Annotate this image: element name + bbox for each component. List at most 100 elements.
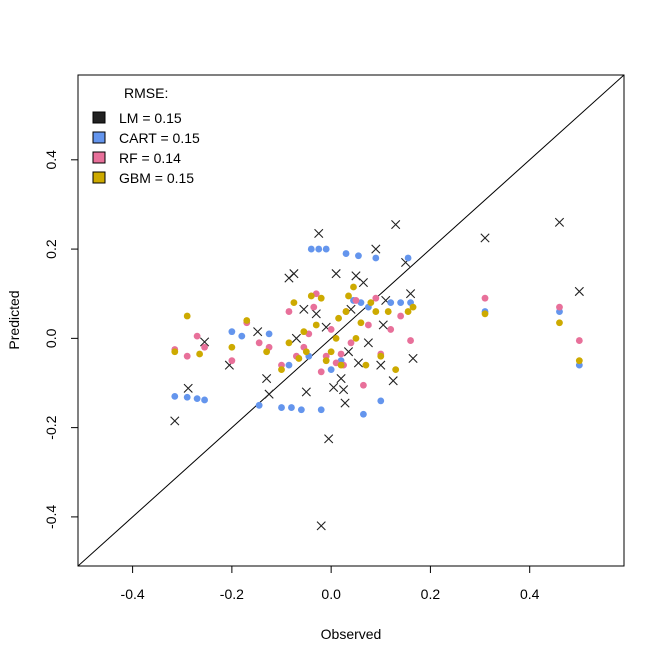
y-tick-label: -0.2 bbox=[43, 415, 59, 439]
point-gbm bbox=[345, 292, 352, 300]
point-lm bbox=[264, 389, 274, 399]
point-gbm bbox=[307, 292, 315, 300]
point-gbm bbox=[481, 310, 489, 318]
point-lm bbox=[262, 373, 272, 384]
point-gbm bbox=[332, 334, 340, 342]
point-cart bbox=[193, 395, 201, 403]
point-lm bbox=[353, 358, 364, 368]
y-axis-label: Predicted bbox=[6, 290, 22, 349]
legend-label: RF = 0.14 bbox=[119, 150, 181, 166]
point-cart bbox=[387, 299, 395, 307]
point-rf bbox=[407, 337, 414, 344]
legend-label: CART = 0.15 bbox=[119, 130, 200, 146]
point-rf bbox=[556, 303, 563, 311]
point-gbm bbox=[278, 366, 285, 373]
legend-label: LM = 0.15 bbox=[119, 110, 182, 126]
legend-entry: GBM = 0.15 bbox=[92, 170, 194, 186]
point-lm bbox=[405, 289, 416, 299]
legend-title: RMSE: bbox=[124, 85, 168, 101]
point-lm bbox=[336, 373, 346, 384]
point-gbm bbox=[322, 357, 330, 365]
point-gbm bbox=[362, 361, 370, 369]
point-rf bbox=[201, 343, 208, 351]
point-rf bbox=[317, 368, 325, 376]
point-lm bbox=[378, 320, 388, 330]
point-cart bbox=[183, 393, 191, 401]
point-gbm bbox=[392, 366, 400, 373]
legend-swatch bbox=[92, 131, 106, 144]
x-axis-label: Observed bbox=[321, 626, 382, 642]
point-lm bbox=[316, 521, 326, 531]
point-lm bbox=[199, 337, 210, 347]
point-cart bbox=[315, 245, 323, 253]
legend-entry: RF = 0.14 bbox=[92, 150, 181, 166]
point-gbm bbox=[302, 348, 310, 356]
point-lm bbox=[289, 269, 299, 279]
legend-label: GBM = 0.15 bbox=[119, 170, 194, 186]
point-gbm bbox=[300, 328, 308, 336]
point-lm bbox=[253, 327, 263, 337]
point-lm bbox=[301, 387, 311, 397]
point-gbm bbox=[377, 352, 385, 360]
point-cart bbox=[317, 406, 325, 414]
point-rf bbox=[255, 339, 263, 347]
point-gbm bbox=[350, 283, 357, 291]
point-lm bbox=[371, 244, 381, 254]
point-cart bbox=[255, 401, 263, 409]
point-rf bbox=[327, 326, 335, 333]
point-gbm bbox=[342, 308, 350, 315]
point-gbm bbox=[357, 319, 365, 327]
point-cart bbox=[285, 361, 293, 369]
legend-entries: LM = 0.15 CART = 0.15 RF = 0.14 GBM = 0.15 bbox=[92, 110, 200, 186]
point-cart bbox=[322, 245, 330, 253]
x-tick-label: 0.0 bbox=[321, 586, 341, 602]
point-lm bbox=[340, 398, 350, 408]
point-rf bbox=[337, 350, 345, 358]
legend-swatch bbox=[92, 111, 106, 124]
series-gbm bbox=[171, 283, 583, 373]
point-rf bbox=[372, 294, 380, 302]
point-lm bbox=[343, 347, 354, 357]
point-cart bbox=[404, 254, 412, 262]
plot-frame bbox=[77, 74, 625, 567]
point-lm bbox=[376, 360, 386, 370]
point-cart bbox=[307, 245, 315, 253]
point-lm bbox=[351, 271, 361, 281]
point-cart bbox=[342, 250, 350, 257]
point-lm bbox=[314, 228, 324, 239]
point-lm bbox=[391, 219, 401, 230]
x-tick-label: 0.4 bbox=[520, 586, 540, 602]
point-gbm bbox=[183, 312, 191, 320]
point-gbm bbox=[295, 355, 303, 362]
point-rf bbox=[193, 332, 201, 340]
point-gbm bbox=[384, 308, 392, 315]
point-rf bbox=[347, 339, 355, 347]
series-lm bbox=[170, 217, 584, 531]
point-gbm bbox=[556, 319, 563, 327]
legend-entry: CART = 0.15 bbox=[92, 130, 200, 146]
point-rf bbox=[364, 321, 372, 329]
point-lm bbox=[363, 338, 373, 348]
point-cart bbox=[372, 254, 380, 262]
point-lm bbox=[170, 416, 180, 426]
point-gbm bbox=[335, 314, 342, 322]
x-tick-label: 0.2 bbox=[421, 586, 441, 602]
point-cart bbox=[377, 397, 385, 405]
point-gbm bbox=[352, 334, 360, 342]
point-lm bbox=[311, 309, 321, 319]
point-lm bbox=[329, 382, 339, 393]
point-gbm bbox=[409, 303, 417, 311]
point-cart bbox=[171, 392, 179, 400]
point-cart bbox=[355, 252, 362, 260]
reference-line-layer bbox=[78, 75, 624, 566]
point-lm bbox=[331, 269, 341, 279]
y-tick-label: 0.0 bbox=[43, 328, 59, 348]
point-gbm bbox=[312, 321, 320, 329]
point-rf bbox=[352, 297, 360, 304]
point-rf bbox=[397, 312, 405, 320]
point-gbm bbox=[575, 357, 583, 365]
point-gbm bbox=[263, 348, 271, 356]
point-gbm bbox=[243, 317, 251, 324]
point-rf bbox=[387, 326, 395, 333]
